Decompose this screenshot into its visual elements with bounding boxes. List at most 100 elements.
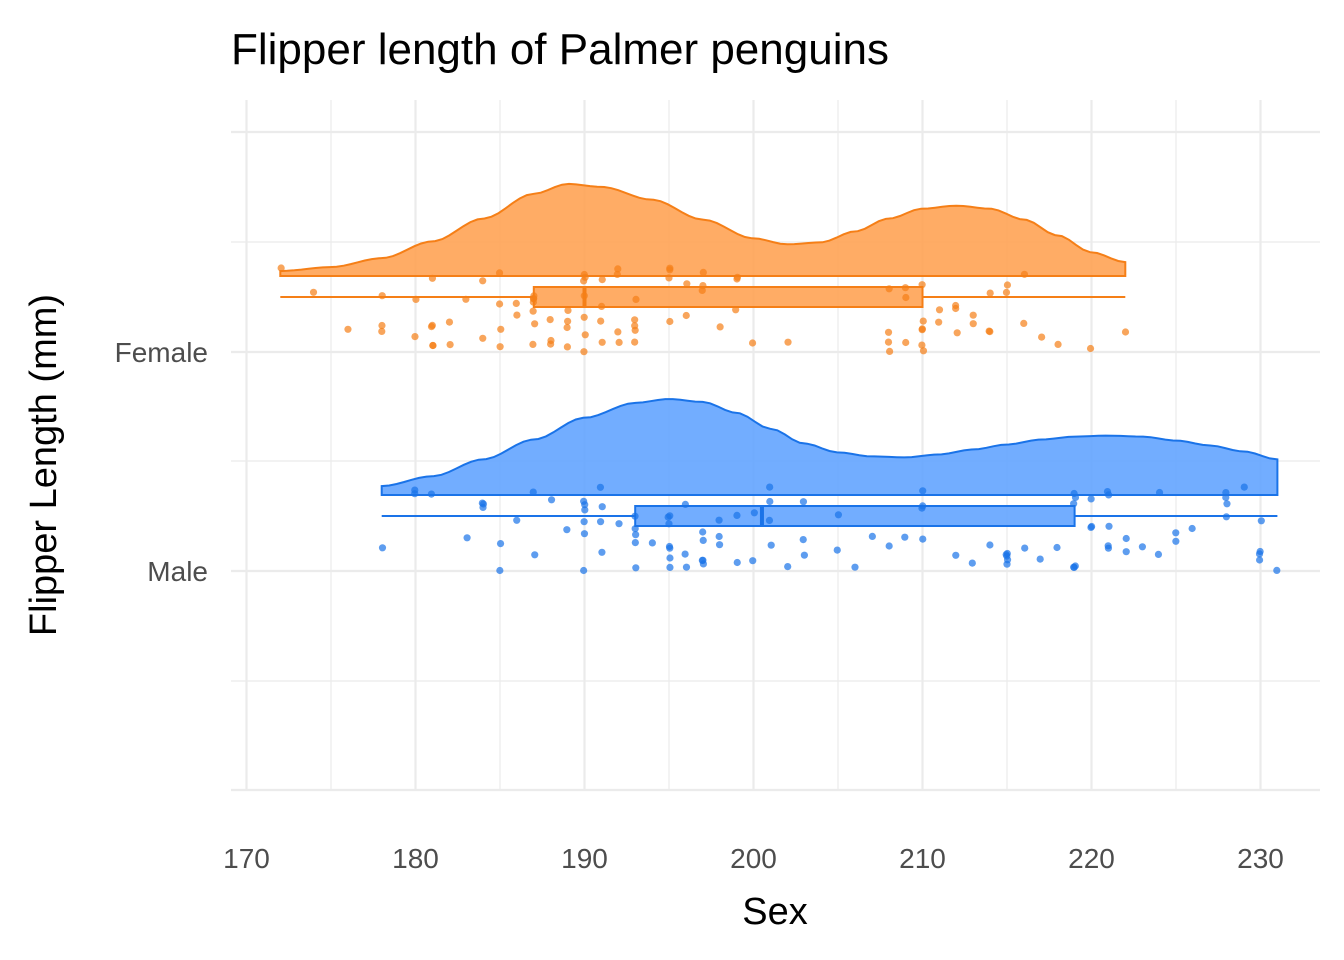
male-data-point	[851, 563, 859, 571]
male-data-point	[868, 532, 876, 541]
male-data-point	[580, 518, 588, 526]
male-data-point	[631, 539, 639, 547]
female-data-point	[901, 284, 910, 292]
female-data-point	[564, 317, 572, 325]
female-data-point	[462, 295, 470, 303]
female-data-point	[665, 274, 673, 282]
female-data-point	[378, 321, 386, 330]
male-data-point	[682, 563, 691, 571]
male-data-point	[666, 563, 674, 572]
female-data-point	[598, 338, 606, 346]
male-data-point	[598, 548, 606, 556]
female-data-point	[529, 340, 537, 348]
female-data-point	[378, 292, 386, 300]
male-data-point	[1122, 548, 1130, 556]
x-tick-label: 190	[561, 843, 608, 874]
male-data-point	[681, 500, 689, 508]
male-data-point	[952, 551, 960, 559]
male-data-point	[547, 496, 556, 504]
female-data-point	[429, 341, 437, 350]
male-data-point	[699, 528, 707, 536]
female-data-point	[918, 325, 926, 333]
male-data-point	[1172, 537, 1180, 545]
male-data-point	[1138, 543, 1147, 551]
female-data-point	[479, 334, 487, 342]
male-data-point	[799, 536, 807, 544]
male-data-point	[1155, 488, 1164, 497]
male-data-point	[800, 551, 808, 559]
female-data-point	[952, 301, 960, 310]
male-data-point	[1021, 544, 1029, 552]
male-data-point	[918, 504, 926, 512]
male-data-point	[615, 520, 623, 528]
female-data-point	[884, 328, 893, 336]
female-data-point	[445, 318, 454, 326]
x-tick-label: 170	[223, 843, 270, 874]
male-data-point	[901, 533, 909, 541]
male-data-point	[632, 564, 640, 572]
female-data-point	[495, 269, 504, 277]
y-tick-label: Male	[147, 556, 208, 587]
male-data-point	[1188, 524, 1196, 533]
male-data-point	[1070, 489, 1078, 498]
male-data-point	[666, 512, 674, 520]
male-data-point	[833, 546, 841, 554]
female-data-point	[699, 268, 707, 276]
male-data-point	[580, 497, 588, 505]
male-data-point	[733, 511, 741, 519]
male-data-point	[699, 536, 707, 545]
female-data-point	[884, 338, 893, 346]
male-data-point	[698, 556, 706, 565]
density-layer	[279, 182, 1279, 496]
female-data-point	[530, 292, 538, 300]
male-data-point	[715, 532, 723, 541]
female-data-point	[277, 264, 285, 272]
female-data-point	[1002, 288, 1011, 296]
female-data-point	[935, 306, 944, 314]
female-data-point	[428, 274, 437, 282]
male-data-point	[1105, 491, 1113, 499]
male-data-point	[919, 487, 927, 495]
male-data-point	[581, 506, 589, 514]
x-tick-label: 210	[899, 843, 946, 874]
male-data-point	[1070, 563, 1078, 572]
male-data-point	[513, 516, 521, 524]
male-data-point	[1070, 500, 1078, 508]
male-data-point	[1223, 500, 1231, 508]
female-data-point	[513, 311, 521, 319]
chart-title: Flipper length of Palmer penguins	[231, 25, 889, 74]
female-data-point	[428, 321, 436, 329]
female-data-point	[614, 265, 622, 273]
female-data-point	[580, 313, 588, 321]
female-data-point	[547, 336, 555, 345]
female-data-point	[918, 341, 926, 349]
male-data-point	[1122, 534, 1130, 543]
male-data-point	[1087, 495, 1095, 503]
tick-labels: 170 180 190 200 210 220 230 Female Male	[115, 337, 1284, 874]
female-data-point	[969, 320, 977, 328]
y-axis-title: Flipper Length (mm)	[23, 294, 65, 636]
female-data-point	[597, 302, 606, 310]
male-data-point	[596, 518, 605, 526]
female-data-point	[411, 333, 419, 341]
female-data-point	[969, 311, 977, 319]
female-data-point	[682, 311, 690, 320]
male-data-point	[580, 530, 589, 538]
male-data-point	[496, 540, 505, 548]
male-data-point	[733, 558, 741, 567]
x-tick-label: 200	[730, 843, 777, 874]
male-data-point	[479, 503, 487, 511]
male-data-point	[765, 516, 774, 525]
male-data-point	[665, 520, 673, 528]
x-tick-label: 230	[1237, 843, 1284, 874]
female-data-point	[986, 289, 994, 297]
male-data-point	[563, 526, 571, 534]
female-data-point	[886, 347, 894, 355]
female-data-point	[631, 338, 639, 346]
male-data-point	[750, 509, 758, 517]
female-data-point	[918, 281, 926, 289]
female-data-point	[631, 316, 639, 324]
female-density-cloud	[279, 182, 1127, 277]
male-data-point	[1154, 550, 1163, 559]
female-data-point	[632, 295, 640, 303]
